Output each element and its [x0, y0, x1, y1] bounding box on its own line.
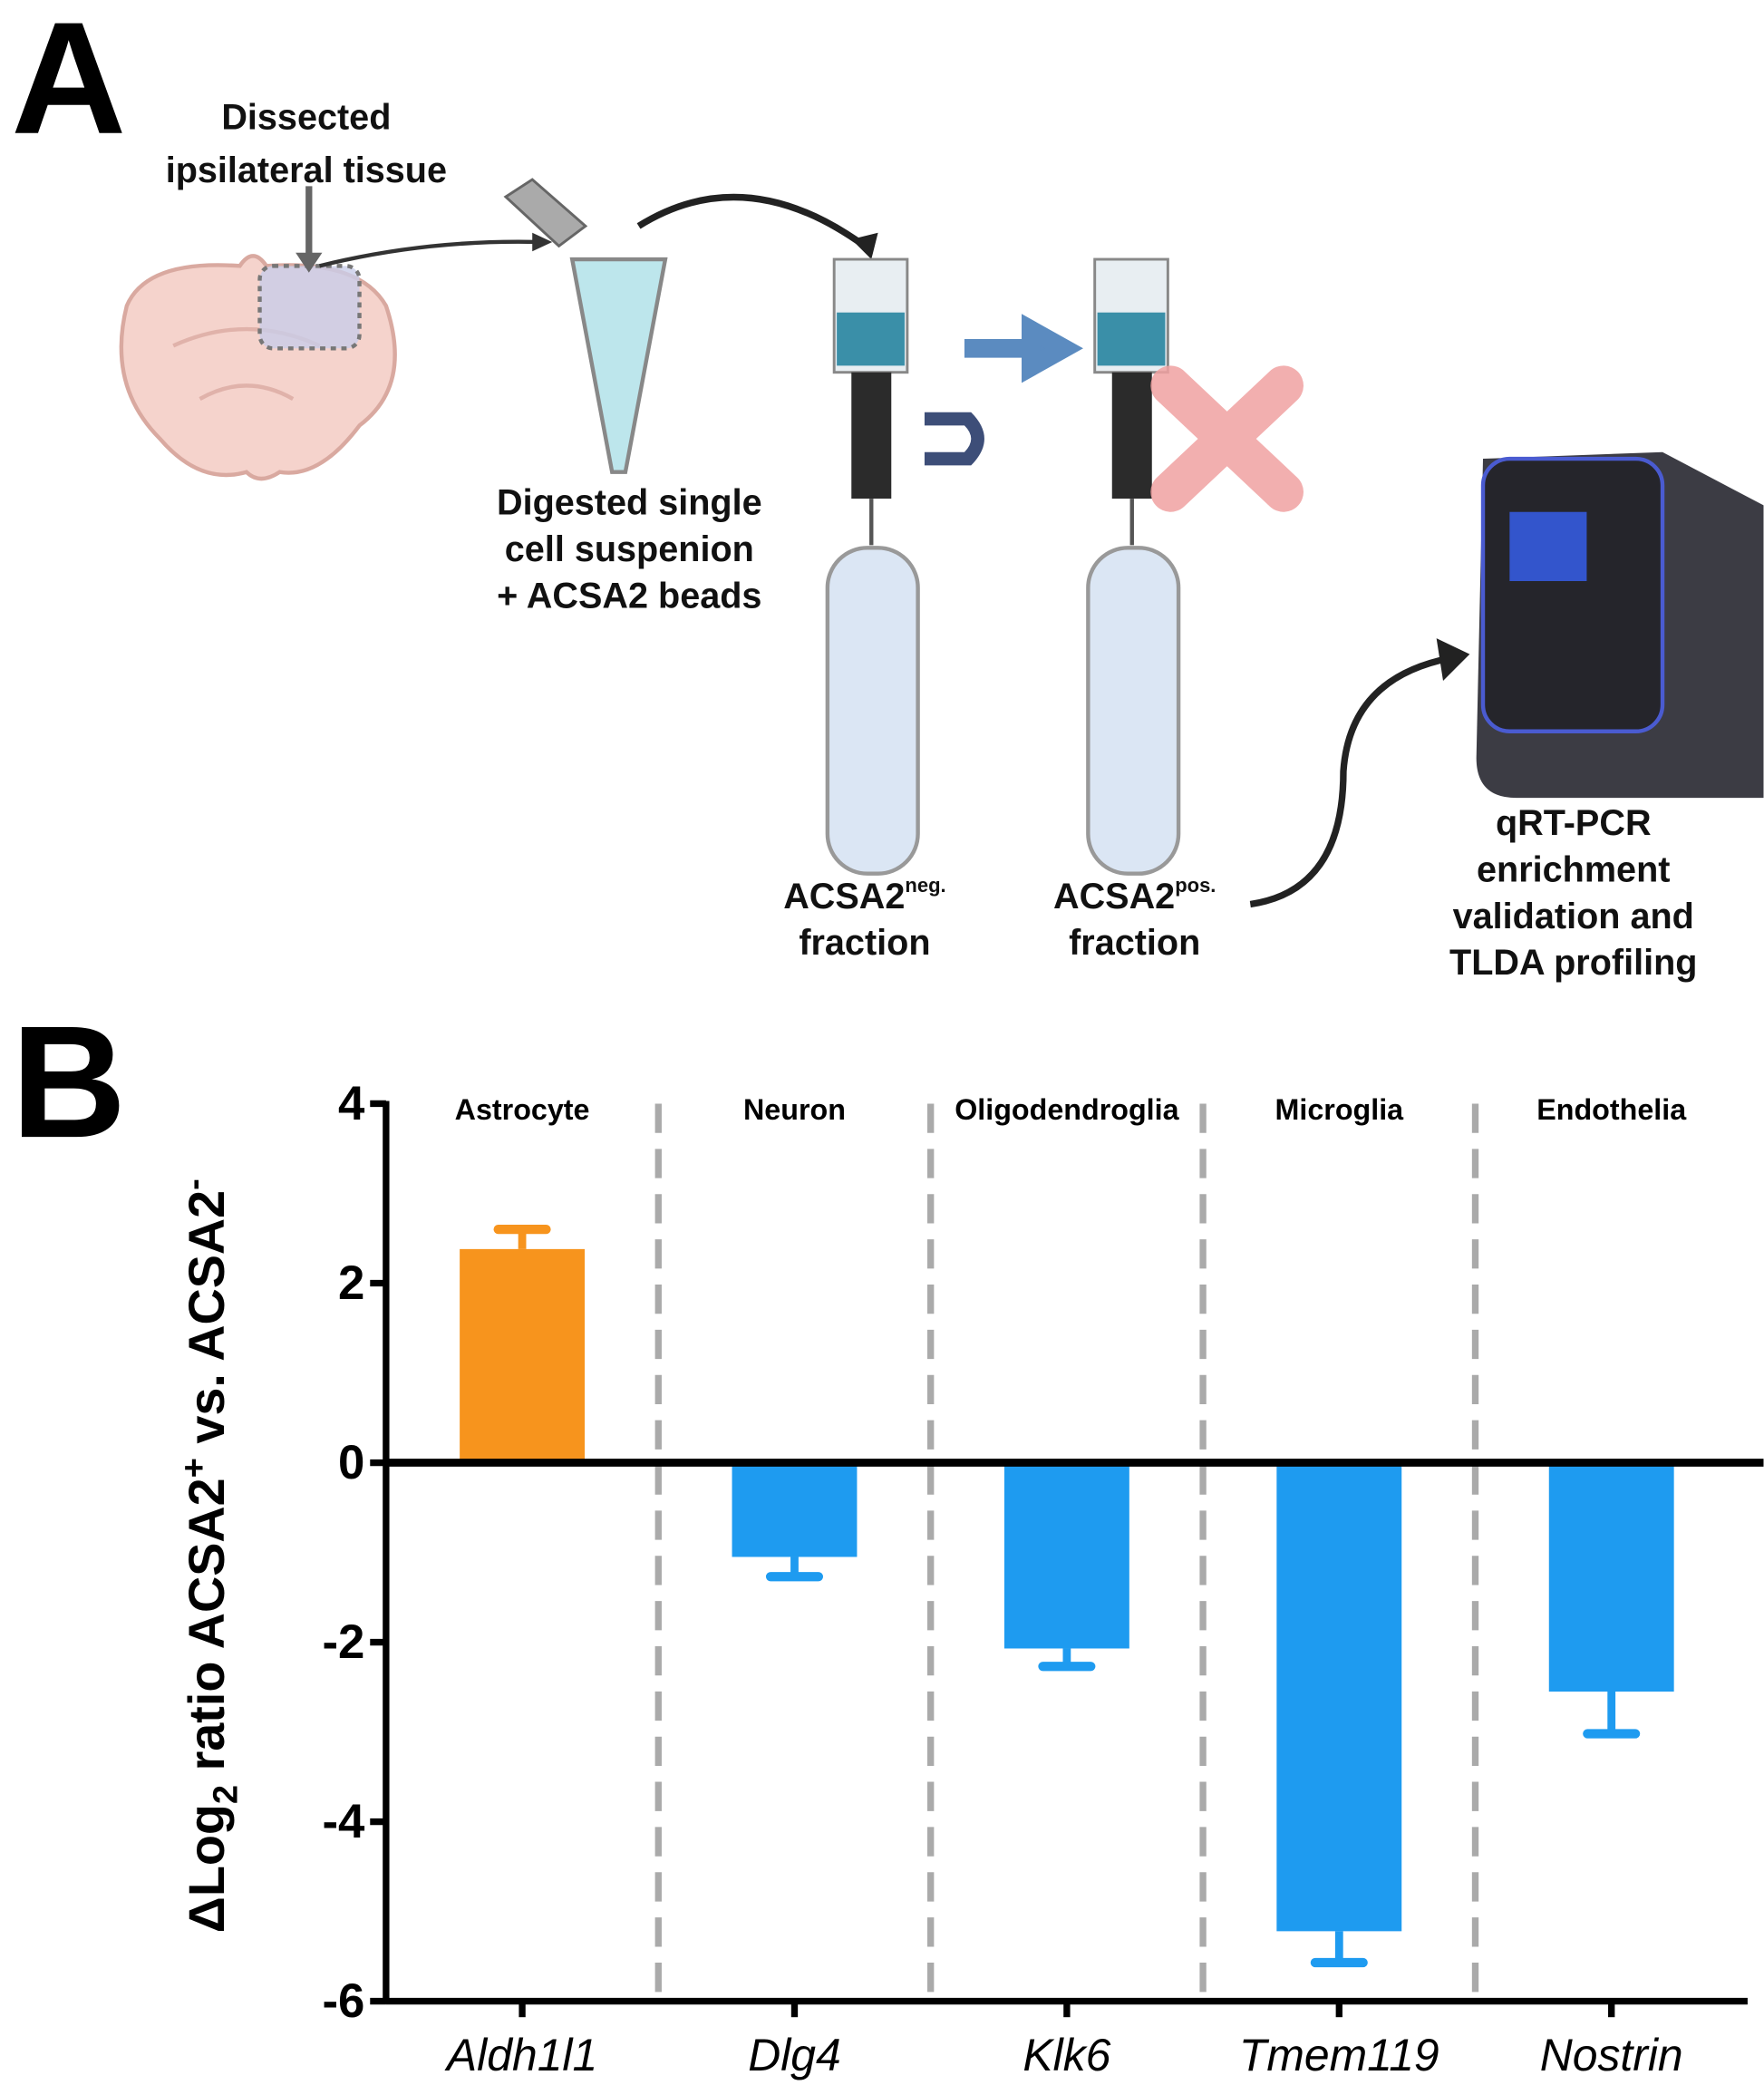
arrow-head: [532, 232, 553, 252]
machine-label: enrichment: [1477, 850, 1670, 890]
fraction-sup: pos.: [1175, 874, 1216, 897]
fraction-label: ACSA2pos.: [1053, 874, 1216, 916]
x-tick-label: Nostrin: [1540, 2030, 1683, 2080]
fraction-main: ACSA2: [783, 877, 905, 916]
fraction-main: ACSA2: [1053, 877, 1175, 916]
y-tick-label: 4: [338, 1077, 365, 1130]
y-label-sup: +: [174, 1458, 213, 1478]
arrow-head: [851, 232, 878, 260]
y-tick-label: -2: [322, 1615, 364, 1669]
panel-letter: A: [11, 0, 126, 168]
x-tick-label: Dlg4: [748, 2030, 841, 2080]
y-tick-label: -6: [322, 1974, 364, 2028]
collection-tube: [825, 546, 920, 876]
machine-label: TLDA profiling: [1449, 943, 1697, 983]
column-stem: [1111, 372, 1152, 499]
arrow: [318, 239, 539, 268]
fraction-sup: neg.: [905, 874, 945, 897]
group-label: Oligodendroglia: [955, 1093, 1179, 1126]
scalpel: [503, 178, 588, 248]
bar: [1003, 1462, 1129, 1649]
group-label: Endothelia: [1536, 1093, 1687, 1126]
column-liquid: [837, 312, 905, 366]
arrow-head: [1436, 638, 1470, 682]
fraction-label: ACSA2neg.: [783, 874, 945, 916]
x-tick-label: Klk6: [1023, 2030, 1110, 2080]
machine-front: [1480, 456, 1665, 733]
suspension-label: cell suspenion: [505, 529, 754, 569]
tissue-label: ipsilateral tissue: [166, 150, 447, 190]
bar: [460, 1248, 586, 1463]
cross: [1150, 365, 1304, 512]
bar: [1548, 1462, 1674, 1692]
y-label-part: ratio ACSA2: [179, 1478, 235, 1785]
fraction-label: fraction: [799, 923, 930, 963]
y-tick-label: 0: [338, 1436, 364, 1489]
panel-a-art: [119, 178, 1764, 908]
suspension-label: + ACSA2 beads: [497, 576, 761, 616]
dissected-region: [257, 264, 362, 351]
tube: [569, 257, 668, 474]
machine-label: qRT-PCR: [1496, 803, 1652, 843]
fraction-label: fraction: [1069, 923, 1200, 963]
magnet: [924, 412, 984, 466]
y-tick-label: -4: [322, 1795, 365, 1848]
machine-screen: [1509, 511, 1587, 582]
column-stem: [851, 372, 892, 499]
x-tick-label: Aldh1l1: [444, 2030, 597, 2080]
y-label-sub: 2: [207, 1785, 246, 1804]
arrow-head: [296, 252, 323, 273]
bar: [1276, 1462, 1402, 1932]
y-label-part: vs. ACSA2: [179, 1190, 235, 1458]
y-label-sup: -: [174, 1178, 213, 1190]
collection-tube: [1086, 546, 1181, 876]
panel-letter: B: [11, 994, 126, 1171]
y-tick-label: 2: [338, 1256, 364, 1310]
group-label: Microglia: [1275, 1093, 1404, 1126]
arrow: [964, 314, 1083, 383]
suspension-label: Digested single: [497, 483, 762, 523]
column-liquid: [1097, 312, 1166, 366]
bar: [732, 1462, 858, 1557]
arrow: [1249, 655, 1451, 908]
machine-label: validation and: [1453, 897, 1694, 936]
y-label-part: ΔLog: [179, 1804, 235, 1933]
tissue-label: Dissected: [221, 97, 391, 137]
y-axis-label: ΔLog2 ratio ACSA2+ vs. ACSA2-: [174, 1178, 245, 1933]
group-label: Astrocyte: [455, 1093, 590, 1126]
arrow: [636, 193, 867, 249]
x-tick-label: Tmem119: [1239, 2030, 1439, 2080]
group-label: Neuron: [743, 1093, 846, 1126]
